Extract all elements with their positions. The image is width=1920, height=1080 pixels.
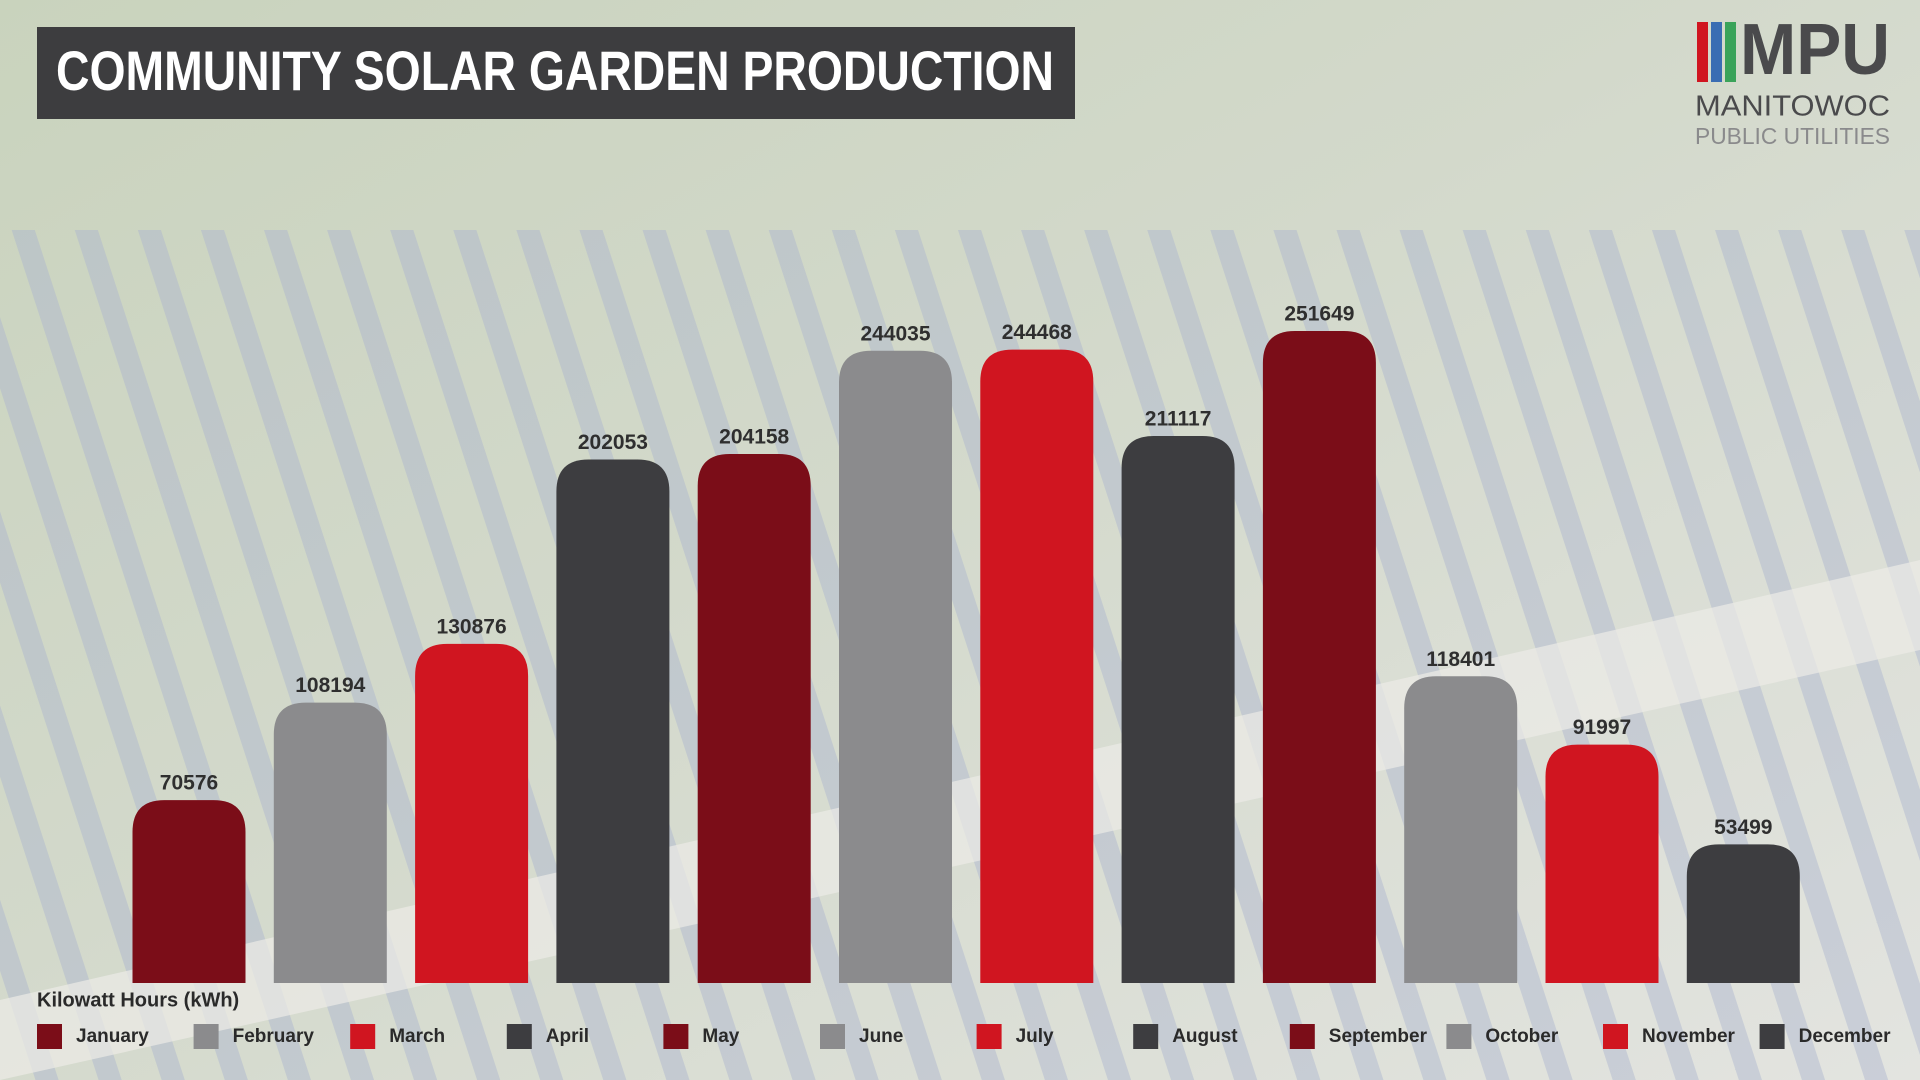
legend-swatch bbox=[1603, 1024, 1628, 1049]
logo-stripe bbox=[1725, 22, 1736, 82]
legend-swatch bbox=[1446, 1024, 1472, 1049]
bar bbox=[556, 459, 670, 983]
legend-swatch bbox=[820, 1024, 845, 1049]
legend-swatch bbox=[350, 1024, 376, 1049]
legend-label: February bbox=[233, 1026, 315, 1047]
legend-label: September bbox=[1329, 1026, 1428, 1047]
legend-label: June bbox=[859, 1026, 903, 1047]
legend-swatch bbox=[506, 1024, 532, 1049]
value-label: 244468 bbox=[1002, 321, 1072, 344]
bar bbox=[132, 800, 246, 983]
title-box bbox=[37, 27, 1075, 119]
bar bbox=[415, 643, 529, 983]
value-label: 202053 bbox=[578, 431, 648, 454]
logo-abbr: MPU bbox=[1740, 10, 1890, 90]
value-label: 108194 bbox=[295, 674, 365, 697]
legend-swatch bbox=[1133, 1024, 1159, 1049]
legend-swatch bbox=[37, 1024, 62, 1049]
legend-label: July bbox=[1016, 1026, 1054, 1047]
legend-label: March bbox=[389, 1026, 445, 1047]
legend-swatch bbox=[663, 1024, 689, 1049]
y-axis-label: Kilowatt Hours (kWh) bbox=[37, 989, 239, 1011]
value-label: 130876 bbox=[437, 615, 507, 638]
bar bbox=[1545, 744, 1659, 983]
bar bbox=[1686, 844, 1800, 983]
chart-title: COMMUNITY SOLAR GARDEN PRODUCTION bbox=[56, 39, 1054, 102]
value-label: 53499 bbox=[1714, 816, 1772, 839]
bar bbox=[839, 350, 952, 984]
legend-label: January bbox=[76, 1026, 149, 1047]
value-label: 70576 bbox=[160, 772, 218, 795]
legend-label: April bbox=[546, 1026, 589, 1047]
bar bbox=[980, 349, 1094, 983]
logo: MPU MANITOWOC PUBLIC UTILITIES bbox=[1695, 10, 1890, 149]
legend-swatch bbox=[976, 1024, 1002, 1049]
value-label: 244035 bbox=[860, 322, 930, 345]
bar bbox=[1404, 676, 1518, 983]
value-label: 118401 bbox=[1426, 648, 1495, 671]
legend-label: May bbox=[702, 1026, 739, 1047]
legend-label: November bbox=[1642, 1026, 1736, 1047]
value-label: 211117 bbox=[1145, 408, 1212, 431]
logo-line1: MANITOWOC bbox=[1695, 91, 1890, 123]
legend-label: October bbox=[1485, 1026, 1558, 1047]
value-label: 251649 bbox=[1284, 303, 1354, 326]
logo-stripe bbox=[1711, 22, 1722, 82]
legend-label: December bbox=[1799, 1026, 1891, 1047]
bar bbox=[1262, 331, 1376, 983]
logo-line2: PUBLIC UTILITIES bbox=[1695, 123, 1890, 149]
value-label: 91997 bbox=[1573, 716, 1631, 739]
value-label: 204158 bbox=[719, 426, 789, 449]
bar bbox=[697, 454, 811, 983]
legend-swatch bbox=[1289, 1024, 1315, 1049]
logo-stripe bbox=[1697, 22, 1708, 82]
legend-label: August bbox=[1172, 1026, 1238, 1047]
legend-swatch bbox=[1759, 1024, 1785, 1049]
legend-swatch bbox=[193, 1024, 219, 1049]
bar bbox=[1121, 436, 1235, 983]
bar bbox=[273, 702, 387, 983]
